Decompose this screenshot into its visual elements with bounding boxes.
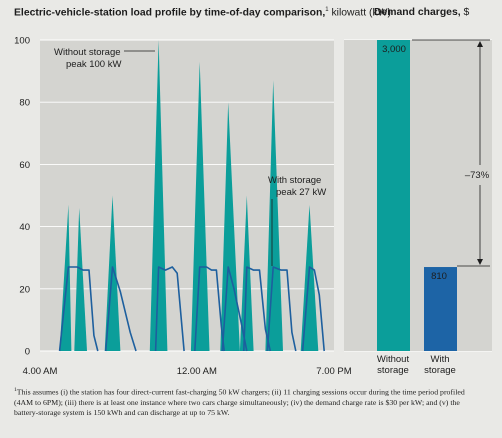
category-label-with-storage-line1: With [431, 354, 450, 365]
footnote-ref: 1 [325, 7, 329, 13]
y-tick-label: 100 [14, 36, 30, 47]
footnote-line-1: 1This assumes (i) the station has four d… [14, 385, 492, 398]
y-tick-label: 60 [19, 160, 30, 171]
demand-charges-unit: $ [463, 7, 470, 18]
footnote: 1This assumes (i) the station has four d… [14, 385, 492, 418]
x-tick-label: 12.00 AM [177, 366, 217, 377]
with-storage-session-line [221, 266, 248, 352]
annotation-without-storage-line1: Without storage [54, 47, 121, 58]
with-storage-session-line [266, 266, 297, 352]
x-tick-labels: 4.00 AM 12.00 AM 7.00 PM [23, 366, 352, 377]
with-storage-session-line [104, 266, 137, 352]
with-storage-series [58, 266, 325, 352]
bar-with-storage [424, 267, 457, 351]
footnote-line-2: (4AM to 6PM); (iii) there is at least on… [14, 397, 460, 407]
load-profile-title-text: Electric-vehicle-station load profile by… [14, 7, 326, 19]
change-label: –73% [465, 170, 490, 181]
x-tick-label: 7.00 PM [316, 366, 351, 377]
load-profile-title: Electric-vehicle-station load profile by… [14, 7, 391, 18]
without-storage-spike [59, 204, 72, 351]
load-profile-unit: kilowatt (kW) [331, 7, 391, 19]
change-arrow-up-head [477, 41, 483, 47]
y-tick-labels: 0 20 40 60 80 100 [14, 36, 30, 358]
without-storage-series [59, 40, 319, 352]
y-tick-label: 80 [19, 98, 30, 109]
without-storage-spike [220, 102, 240, 351]
footnote-text-1: This assumes (i) the station has four di… [16, 387, 465, 397]
without-storage-spike [265, 80, 283, 352]
demand-charge-bars [377, 40, 457, 351]
demand-charges-title: Demand charges, $ [374, 7, 469, 18]
change-arrow-down-head [477, 259, 483, 265]
x-tick-label: 4.00 AM [23, 366, 58, 377]
bar-value-label-without-storage: 3,000 [382, 44, 406, 55]
annotation-without-storage-line2: peak 100 kW [66, 59, 121, 70]
y-tick-label: 0 [25, 347, 30, 358]
category-label-with-storage-line2: storage [424, 365, 456, 376]
demand-charges-plot-area [344, 40, 492, 351]
with-storage-session-line [243, 266, 272, 352]
without-storage-spike [74, 207, 87, 351]
annotation-with-storage-line2: peak 27 kW [276, 187, 326, 198]
without-storage-spike [149, 40, 168, 351]
without-storage-spike [190, 61, 210, 352]
footnote-line-3: battery-storage system is 150 kWh and ca… [14, 407, 230, 417]
load-profile-plot-area [40, 40, 334, 351]
y-tick-label: 40 [19, 222, 30, 233]
with-storage-session-line [194, 266, 225, 352]
with-storage-session-line [154, 266, 185, 352]
footnote-marker: 1 [14, 387, 17, 393]
y-tick-label: 20 [19, 284, 30, 295]
with-storage-session-line [58, 266, 99, 352]
category-label-without-storage-line2: storage [377, 365, 409, 376]
bar-value-label-with-storage: 810 [431, 271, 447, 282]
annotation-with-storage-line1: With storage [268, 175, 321, 186]
bar-without-storage [377, 40, 410, 351]
category-label-without-storage-line1: Without [377, 354, 410, 365]
demand-charges-title-text: Demand charges, [374, 7, 461, 18]
with-storage-session-line [301, 266, 325, 352]
